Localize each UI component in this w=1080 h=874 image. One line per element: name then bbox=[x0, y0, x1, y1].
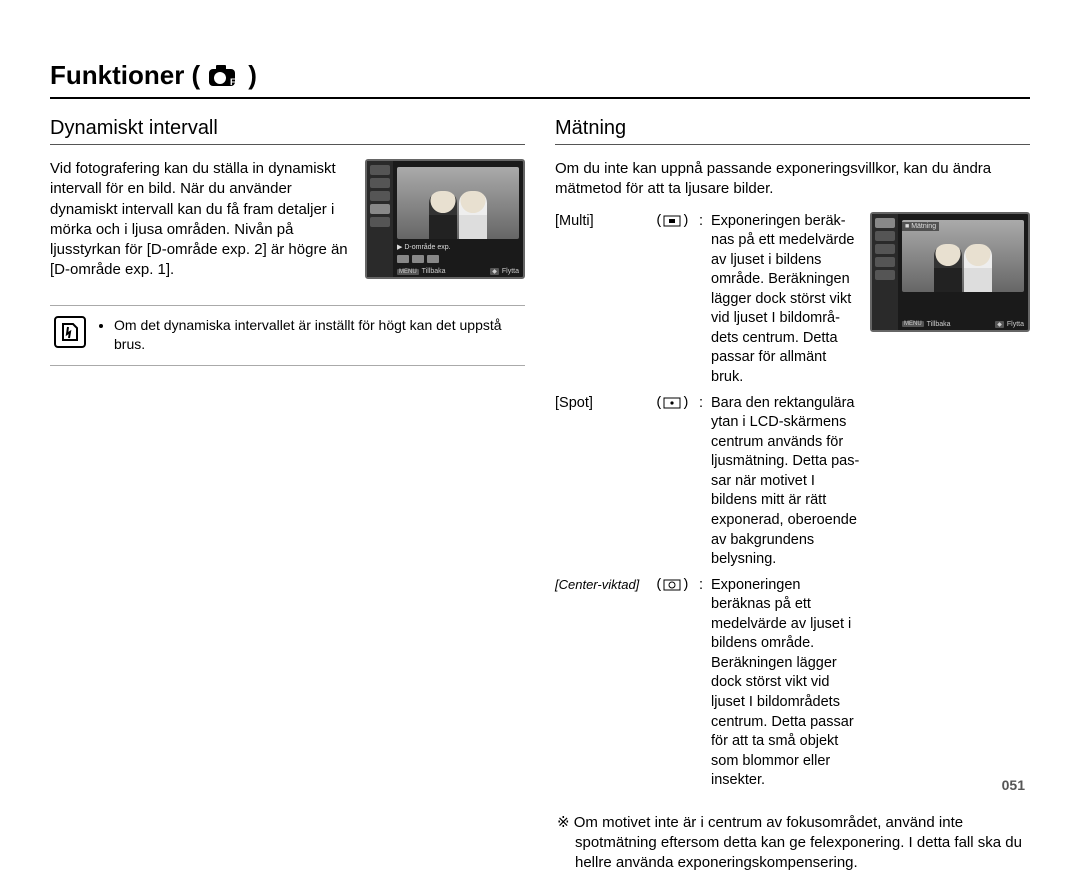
def-desc-center: Exponeringen beräknas på ett medelvärde … bbox=[711, 576, 860, 791]
lcd-preview-dynamic: ▶ D-område exp. MENUTillbaka ◆Flytta bbox=[365, 159, 525, 279]
def-label-multi: [Multi] bbox=[555, 212, 655, 388]
def-center: [Center-viktad] () : Exponeringen beräkn… bbox=[555, 576, 860, 791]
def-label-spot: [Spot] bbox=[555, 394, 655, 570]
note-icon bbox=[54, 316, 86, 348]
lcd-move-label: Flytta bbox=[502, 268, 519, 275]
lcd-mode-label: ▶ D-område exp. bbox=[397, 243, 519, 251]
def-desc-multi: Exponeringen beräk­nas på ett medelvärde… bbox=[711, 212, 860, 388]
section-heading-dynamic: Dynamiskt intervall bbox=[50, 117, 525, 145]
page-title: Funktioner ( Fn ) bbox=[50, 60, 1030, 99]
page-number: 051 bbox=[1002, 777, 1025, 793]
lcd-back-label: Tillbaka bbox=[422, 268, 446, 275]
metering-definitions: [Multi] () : Exponeringen beräk­nas på e… bbox=[555, 212, 860, 797]
lcd-sidebar-icons bbox=[367, 161, 393, 277]
left-column: Dynamiskt intervall Vid fotografering ka… bbox=[50, 117, 525, 874]
camera-fn-icon: Fn bbox=[208, 64, 240, 88]
svg-text:Fn: Fn bbox=[230, 77, 240, 87]
def-label-center: [Center-viktad] bbox=[555, 576, 655, 791]
section-heading-metering: Mätning bbox=[555, 117, 1030, 145]
note-box: Om det dynamiska intervallet är inställt… bbox=[50, 305, 525, 366]
center-weighted-icon: () bbox=[655, 576, 690, 595]
title-text: Funktioner ( bbox=[50, 60, 200, 91]
note-text: Om det dynamiska intervallet är inställt… bbox=[98, 316, 521, 355]
manual-page: Funktioner ( Fn ) Dynamiskt intervall Vi… bbox=[0, 0, 1080, 815]
def-desc-spot: Bara den rektangulära ytan i LCD-skärmen… bbox=[711, 394, 860, 570]
multi-icon: () bbox=[655, 212, 690, 231]
spot-icon: () bbox=[655, 394, 690, 413]
metering-footnote: ※ Om motivet inte är i centrum av fokuso… bbox=[555, 813, 1030, 874]
lcd-preview-metering: ■ Mätning MENUTillbaka ◆Flytta bbox=[870, 212, 1030, 332]
right-column: Mätning Om du inte kan uppnå passande ex… bbox=[555, 117, 1030, 874]
metering-intro-text: Om du inte kan uppnå passande exponering… bbox=[555, 159, 1030, 200]
lcd-back-label: Tillbaka bbox=[927, 321, 951, 328]
lcd-mode-label: ■ Mätning bbox=[902, 222, 939, 231]
def-spot: [Spot] () : Bara den rektangulära ytan i… bbox=[555, 394, 860, 570]
lcd-sidebar-icons bbox=[872, 214, 898, 330]
dynamic-intro-text: Vid fotografering kan du ställa in dynam… bbox=[50, 159, 355, 281]
lcd-move-label: Flytta bbox=[1007, 321, 1024, 328]
title-close: ) bbox=[248, 60, 257, 91]
lcd-photo bbox=[397, 167, 519, 239]
def-multi: [Multi] () : Exponeringen beräk­nas på e… bbox=[555, 212, 860, 388]
